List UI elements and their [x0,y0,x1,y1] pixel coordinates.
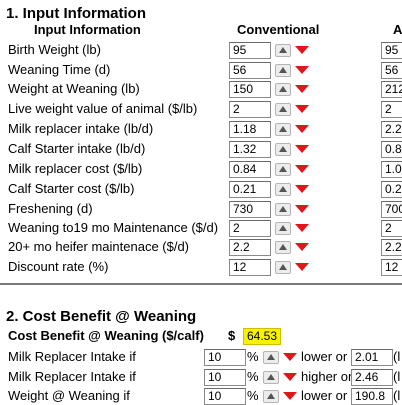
conventional-input[interactable]: 0.21 [229,181,271,198]
direction-label: higher or [301,369,353,384]
row-label: Calf Starter intake (lb/d) [8,141,146,156]
alternative-input[interactable]: 1.0 [381,161,402,178]
currency-symbol: $ [228,328,236,343]
sensitivity-label: Milk Replacer Intake if [8,349,136,364]
section-divider [0,283,402,285]
cost-benefit-value: 64.53 [243,328,282,345]
direction-label: lower or [301,349,348,364]
row-label: Weaning to19 mo Maintenance ($/d) [8,220,219,235]
alternative-input[interactable]: 212 [381,81,402,98]
arrow-down-icon[interactable] [295,243,309,251]
row-label: Weaning Time (d) [8,62,111,77]
percent-sign: % [247,349,259,364]
conventional-input[interactable]: 730 [229,201,271,218]
arrow-up-icon[interactable] [275,222,291,235]
conventional-input[interactable]: 2 [229,101,271,118]
row-label: 20+ mo heifer maintenace ($/d) [8,239,190,254]
arrow-down-icon[interactable] [295,205,309,213]
alternative-input[interactable]: 2.2 [381,121,402,138]
result-input[interactable]: 2.01 [351,349,393,366]
alternative-input[interactable]: 2 [381,101,402,118]
conventional-input[interactable]: 150 [229,81,271,98]
result-input[interactable]: 2.46 [351,369,393,386]
alternative-input[interactable]: 12 [381,259,402,276]
conventional-input[interactable]: 12 [229,259,271,276]
arrow-up-icon[interactable] [275,163,291,176]
section-1-title: 1. Input Information [6,5,146,22]
row-label: Birth Weight (lb) [8,42,101,57]
arrow-up-icon[interactable] [275,143,291,156]
unit-tail: (l [393,369,401,384]
arrow-up-icon[interactable] [275,64,291,77]
unit-tail: (l [393,388,401,403]
row-label: Freshening (d) [8,201,93,216]
conventional-input[interactable]: 2.2 [229,239,271,256]
percent-input[interactable]: 10 [204,388,246,405]
arrow-up-icon[interactable] [263,351,279,364]
alternative-input[interactable]: 56 [381,62,402,79]
percent-sign: % [247,388,259,403]
conventional-input[interactable]: 1.18 [229,121,271,138]
alternative-input[interactable]: 700 [381,201,402,218]
alternative-input[interactable]: 2.2 [381,239,402,256]
arrow-down-icon[interactable] [295,185,309,193]
arrow-down-icon[interactable] [295,224,309,232]
arrow-up-icon[interactable] [263,371,279,384]
arrow-down-icon[interactable] [283,373,297,381]
row-label: Milk replacer cost ($/lb) [8,161,143,176]
arrow-down-icon[interactable] [295,46,309,54]
arrow-down-icon[interactable] [283,392,297,400]
section-2-title: 2. Cost Benefit @ Weaning [6,308,197,325]
arrow-down-icon[interactable] [295,125,309,133]
arrow-down-icon[interactable] [295,66,309,74]
direction-label: lower or [301,388,348,403]
conventional-input[interactable]: 1.32 [229,141,271,158]
row-label: Live weight value of animal ($/lb) [8,101,198,116]
arrow-down-icon[interactable] [295,263,309,271]
row-label: Milk replacer intake (lb/d) [8,121,154,136]
conventional-input[interactable]: 0.84 [229,161,271,178]
arrow-up-icon[interactable] [263,390,279,403]
percent-input[interactable]: 10 [204,349,246,366]
cost-benefit-label: Cost Benefit @ Weaning ($/calf) [8,328,204,343]
input-information-header: Input Information [34,22,141,37]
conventional-input[interactable]: 95 [229,42,271,59]
unit-tail: (l [393,349,401,364]
arrow-up-icon[interactable] [275,83,291,96]
arrow-down-icon[interactable] [295,85,309,93]
conventional-input[interactable]: 2 [229,220,271,237]
alternative-input[interactable]: 0.2 [381,181,402,198]
alternative-input[interactable]: 95 [381,42,402,59]
percent-input[interactable]: 10 [204,369,246,386]
row-label: Discount rate (%) [8,259,109,274]
alternative-input[interactable]: 0.8 [381,141,402,158]
arrow-down-icon[interactable] [295,145,309,153]
sensitivity-label: Milk Replacer Intake if [8,369,136,384]
row-label: Calf Starter cost ($/lb) [8,181,135,196]
arrow-up-icon[interactable] [275,183,291,196]
arrow-up-icon[interactable] [275,261,291,274]
arrow-up-icon[interactable] [275,241,291,254]
arrow-down-icon[interactable] [283,353,297,361]
arrow-down-icon[interactable] [295,105,309,113]
conventional-input[interactable]: 56 [229,62,271,79]
percent-sign: % [247,369,259,384]
result-input[interactable]: 190.8 [351,388,393,405]
conventional-header: Conventional [237,22,320,37]
arrow-up-icon[interactable] [275,123,291,136]
row-label: Weight at Weaning (lb) [8,81,140,96]
arrow-up-icon[interactable] [275,44,291,57]
arrow-up-icon[interactable] [275,203,291,216]
arrow-down-icon[interactable] [295,165,309,173]
sensitivity-label: Weight @ Weaning if [8,388,130,403]
alternative-input[interactable]: 2 [381,220,402,237]
alternative-header: A [393,22,402,37]
arrow-up-icon[interactable] [275,103,291,116]
